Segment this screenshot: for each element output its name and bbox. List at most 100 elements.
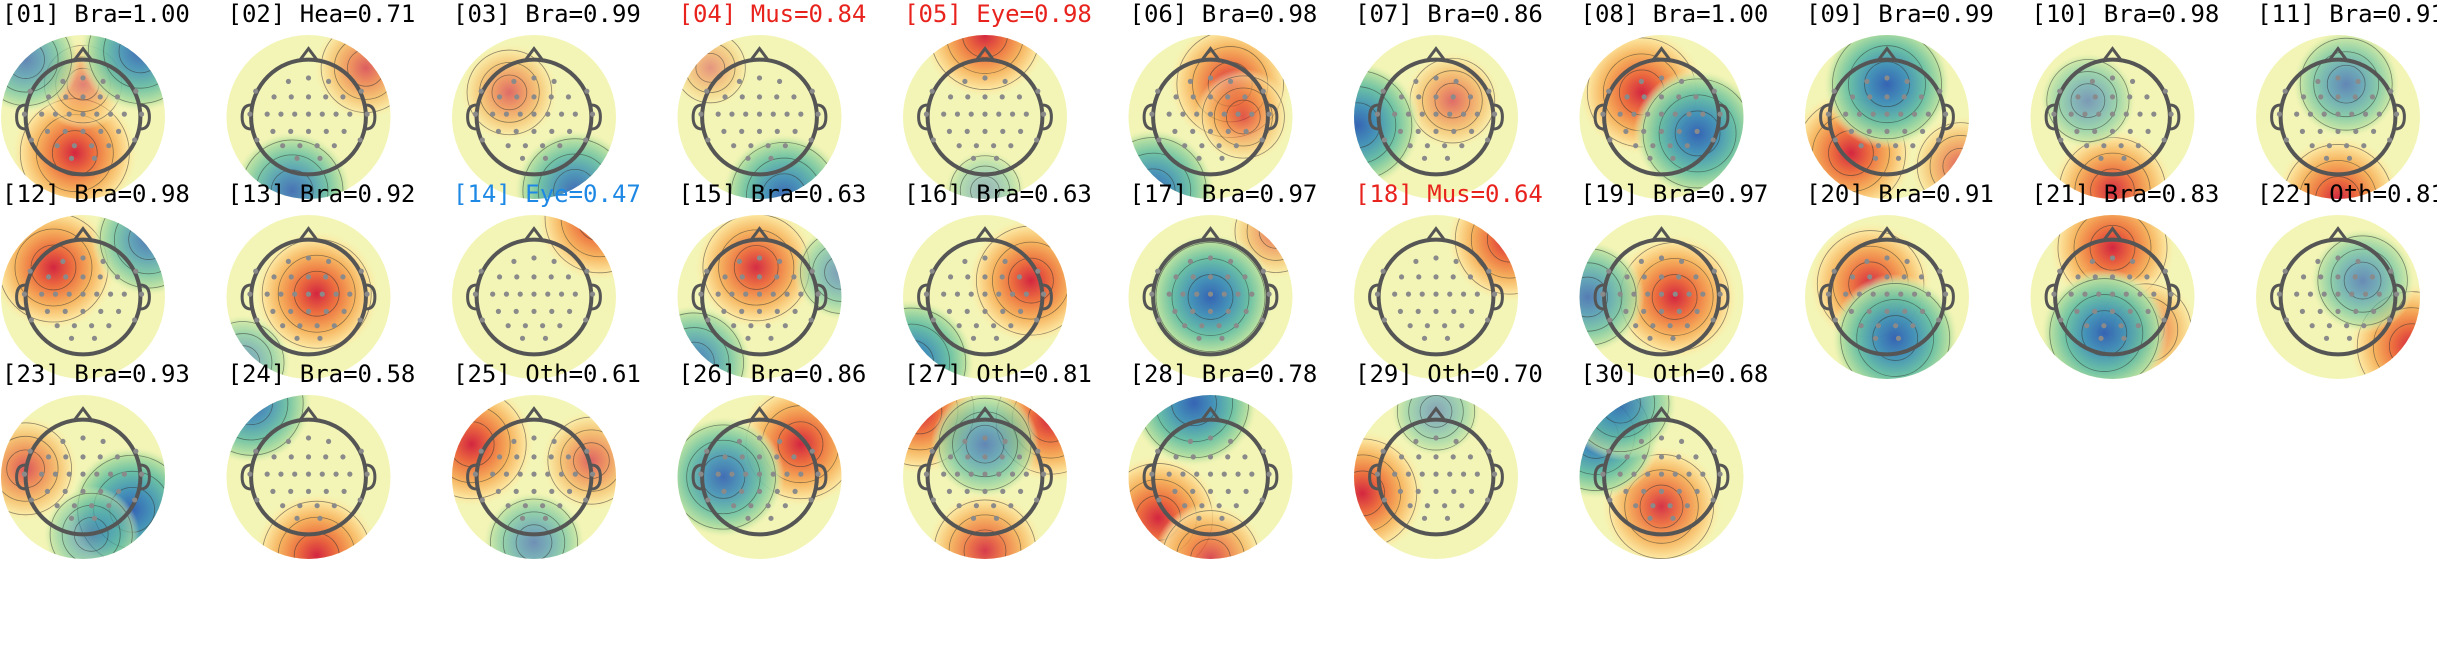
electrode-marker <box>1407 503 1413 509</box>
electrode-marker <box>1397 308 1404 314</box>
electrode-marker <box>280 503 286 509</box>
electrode-marker <box>756 94 763 100</box>
electrode-marker <box>1606 268 1612 274</box>
electrode-marker <box>1650 143 1656 149</box>
electrode-marker <box>1156 137 1162 143</box>
right-ear <box>2395 103 2406 131</box>
contour-line <box>49 492 133 559</box>
electrode-marker <box>2137 291 2143 297</box>
electrode-marker <box>982 94 988 100</box>
electrode-marker <box>542 155 549 161</box>
left-ear <box>466 103 477 131</box>
electrode-marker <box>991 143 997 149</box>
electrode-marker <box>558 291 565 297</box>
electrode-marker <box>1216 503 1222 509</box>
electrode-marker <box>2051 111 2057 117</box>
electrode-marker <box>583 137 589 143</box>
electrode-marker <box>514 454 520 460</box>
head-outline <box>1151 417 1270 537</box>
electrode-marker <box>1380 268 1386 274</box>
electrode-marker <box>479 497 485 503</box>
electrode-marker <box>566 308 573 314</box>
positive-blob <box>540 409 616 512</box>
positive-blob <box>925 490 1045 559</box>
electrode-marker <box>765 503 771 509</box>
negative-blob <box>1579 240 1645 354</box>
electrode-marker <box>323 454 329 460</box>
electrode-marker <box>1641 308 1647 314</box>
electrode-marker <box>285 438 292 445</box>
electrode-marker <box>2092 94 2098 100</box>
electrode-marker <box>94 291 100 297</box>
component-label: [07] Bra=0.86 <box>1355 0 1543 28</box>
electrode-marker <box>305 488 312 494</box>
head-outline <box>1151 237 1270 357</box>
electrode-marker <box>1676 308 1682 314</box>
electrode-marker <box>1904 258 1910 265</box>
electrode-marker <box>323 128 329 134</box>
right-ear <box>365 463 377 491</box>
electrode-marker <box>1467 94 1474 100</box>
electrode-marker <box>1392 111 1398 117</box>
electrode-marker <box>1658 75 1665 81</box>
electrode-marker <box>2349 111 2355 117</box>
electrode-marker <box>505 323 511 329</box>
contour-line <box>1639 484 1684 529</box>
electrode-marker <box>973 323 979 329</box>
electrode-marker <box>2161 317 2167 323</box>
electrode-marker <box>21 291 28 297</box>
contour-line <box>103 35 165 89</box>
electrode-marker <box>1260 88 1266 94</box>
electrode-marker <box>1600 111 1606 117</box>
nose <box>298 46 319 62</box>
electrode-marker <box>522 503 528 509</box>
electrode-marker <box>792 128 798 134</box>
head-outline <box>925 417 1045 537</box>
electrode-marker <box>271 94 277 100</box>
head-outline <box>1376 57 1496 177</box>
electrode-marker <box>1008 503 1014 509</box>
electrode-marker <box>1607 137 1613 143</box>
component-label: [13] Bra=0.92 <box>228 180 416 208</box>
electrode-marker <box>999 274 1005 280</box>
nose <box>1200 226 1221 242</box>
electrode-marker <box>774 274 780 280</box>
electrode-marker <box>982 255 988 261</box>
electrode-marker <box>970 335 977 341</box>
left-ear <box>1142 463 1154 491</box>
electrode-marker <box>809 88 815 94</box>
topomap <box>2030 35 2195 199</box>
topomap <box>677 395 842 559</box>
left-ear <box>1142 103 1154 131</box>
electrode-marker <box>2283 137 2289 143</box>
electrode-marker <box>2089 78 2096 85</box>
electrode-marker <box>1009 291 1016 297</box>
topomap <box>2030 215 2195 379</box>
left-ear <box>1142 283 1154 311</box>
electrode-marker <box>1180 291 1186 297</box>
electrode-marker <box>1870 111 1876 117</box>
electrode-marker <box>756 274 763 280</box>
electrode-marker <box>1416 454 1422 460</box>
electrode-marker <box>1450 454 1456 460</box>
electrode-marker <box>1474 111 1480 117</box>
electrode-marker <box>2109 75 2116 81</box>
component-label: [23] Bra=0.93 <box>2 360 190 388</box>
electrode-marker <box>1199 323 1205 329</box>
electrode-marker <box>962 258 968 265</box>
electrode-marker <box>1658 94 1665 100</box>
electrode-marker <box>317 335 323 341</box>
topomap <box>1128 395 1293 559</box>
electrode-marker <box>54 143 60 149</box>
electrode-marker <box>106 143 112 149</box>
electrode-marker <box>94 111 100 117</box>
electrode-marker <box>1187 438 1194 445</box>
electrode-marker <box>2283 317 2289 323</box>
electrode-marker <box>1035 268 1041 274</box>
electrode-marker <box>323 94 329 100</box>
electrode-marker <box>305 75 312 81</box>
electrode-marker <box>89 503 95 509</box>
electrode-marker <box>756 255 763 261</box>
electrode-marker <box>2168 291 2174 297</box>
